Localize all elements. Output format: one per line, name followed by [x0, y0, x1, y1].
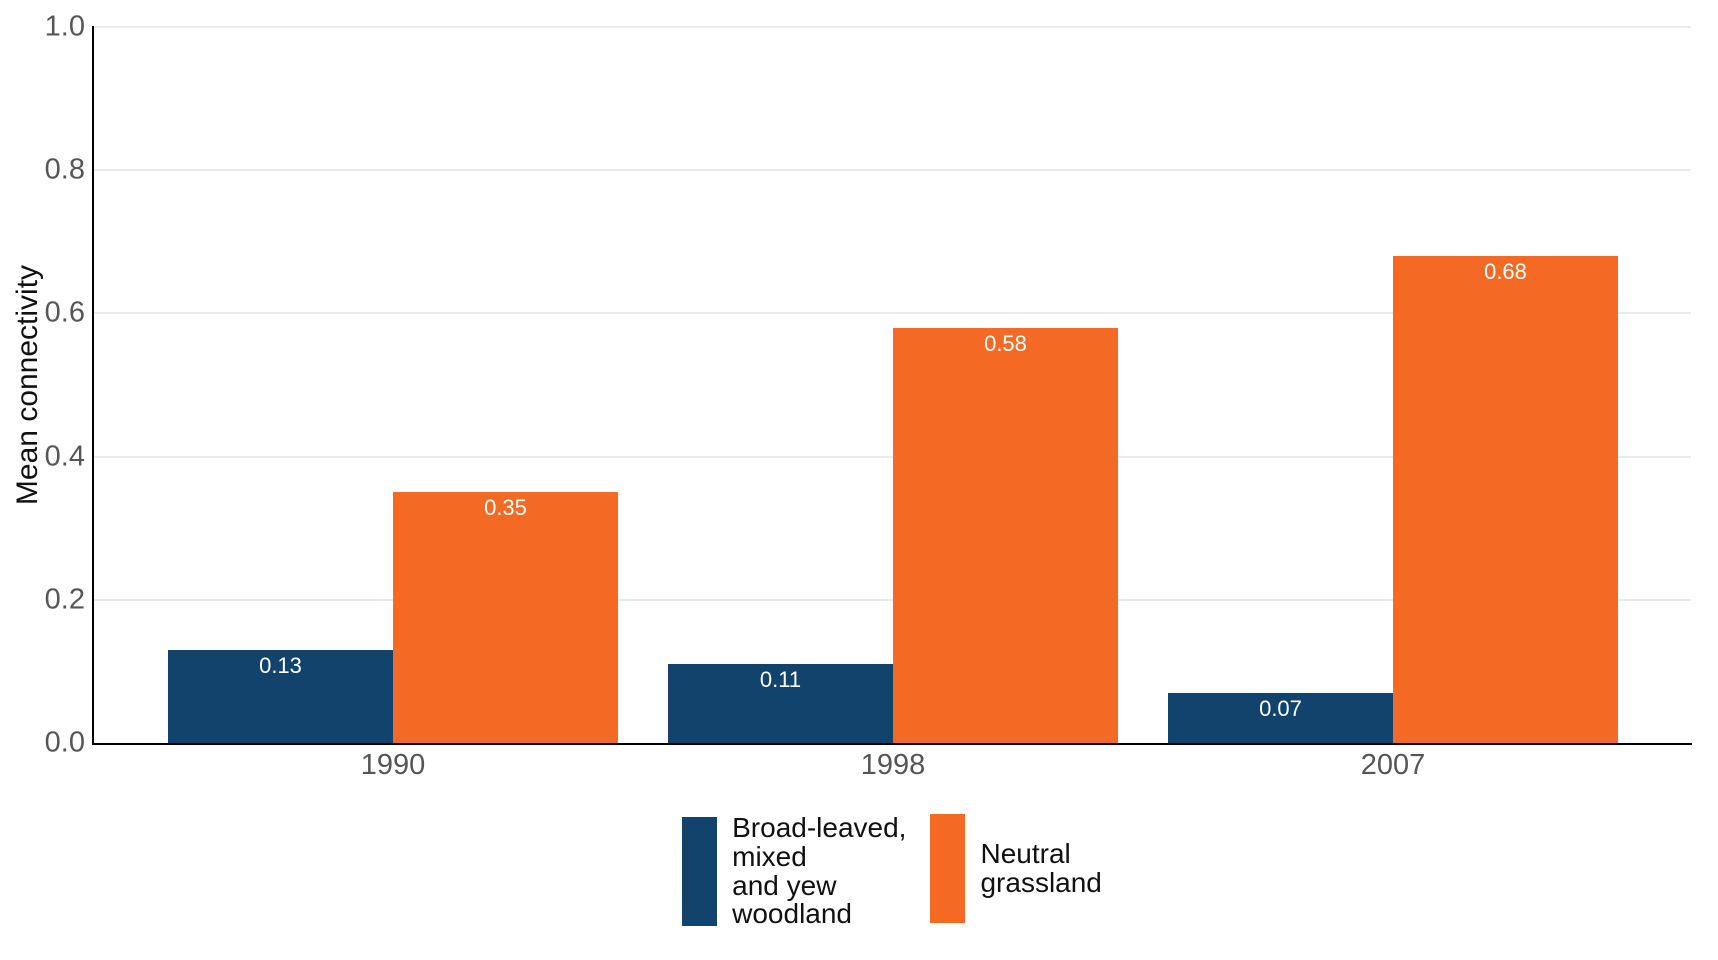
bar-value-label: 0.07: [1259, 695, 1302, 721]
legend-swatch-grassland: [930, 814, 966, 923]
gridline-0.2: [93, 598, 1691, 601]
x-axis-line: [92, 743, 1692, 745]
x-tick-label-2007: 2007: [1360, 749, 1426, 781]
gridline-0.4: [93, 455, 1691, 458]
bar-2007-series0: 0.07: [1168, 692, 1393, 743]
y-tick-label-0.4: 0.4: [44, 440, 85, 473]
bar-1998-series1: 0.58: [893, 327, 1118, 743]
bar-value-label: 0.35: [484, 495, 527, 521]
legend-swatch-woodland: [682, 817, 718, 927]
y-tick-label-1.0: 1.0: [44, 10, 85, 43]
x-tick-label-1998: 1998: [860, 749, 926, 781]
bar-value-label: 0.58: [984, 330, 1027, 356]
bar-1990-series1: 0.35: [393, 492, 618, 743]
gridline-0.8: [93, 169, 1691, 172]
bar-2007-series1: 0.68: [1393, 256, 1618, 743]
legend: Broad-leaved, mixed and yew woodland Neu…: [93, 812, 1691, 930]
legend-item-woodland: Broad-leaved, mixed and yew woodland: [682, 812, 907, 930]
y-tick-label-0.2: 0.2: [44, 583, 85, 616]
legend-label-grassland: Neutral grassland: [980, 837, 1102, 898]
legend-label-woodland: Broad-leaved, mixed and yew woodland: [732, 812, 907, 930]
y-axis-line: [92, 26, 94, 745]
y-tick-label-0.6: 0.6: [44, 296, 85, 329]
y-tick-label-0.0: 0.0: [44, 726, 85, 759]
bar-1990-series0: 0.13: [168, 649, 393, 743]
gridline-0.6: [93, 312, 1691, 315]
x-tick-label-1990: 1990: [360, 749, 426, 781]
bar-value-label: 0.11: [759, 667, 802, 693]
y-tick-label-0.8: 0.8: [44, 153, 85, 186]
bar-value-label: 0.68: [1484, 259, 1527, 285]
bar-1998-series0: 0.11: [668, 664, 893, 743]
legend-item-grassland: Neutral grassland: [930, 814, 1102, 923]
gridline-1.0: [93, 26, 1691, 28]
bar-value-label: 0.13: [259, 652, 302, 678]
